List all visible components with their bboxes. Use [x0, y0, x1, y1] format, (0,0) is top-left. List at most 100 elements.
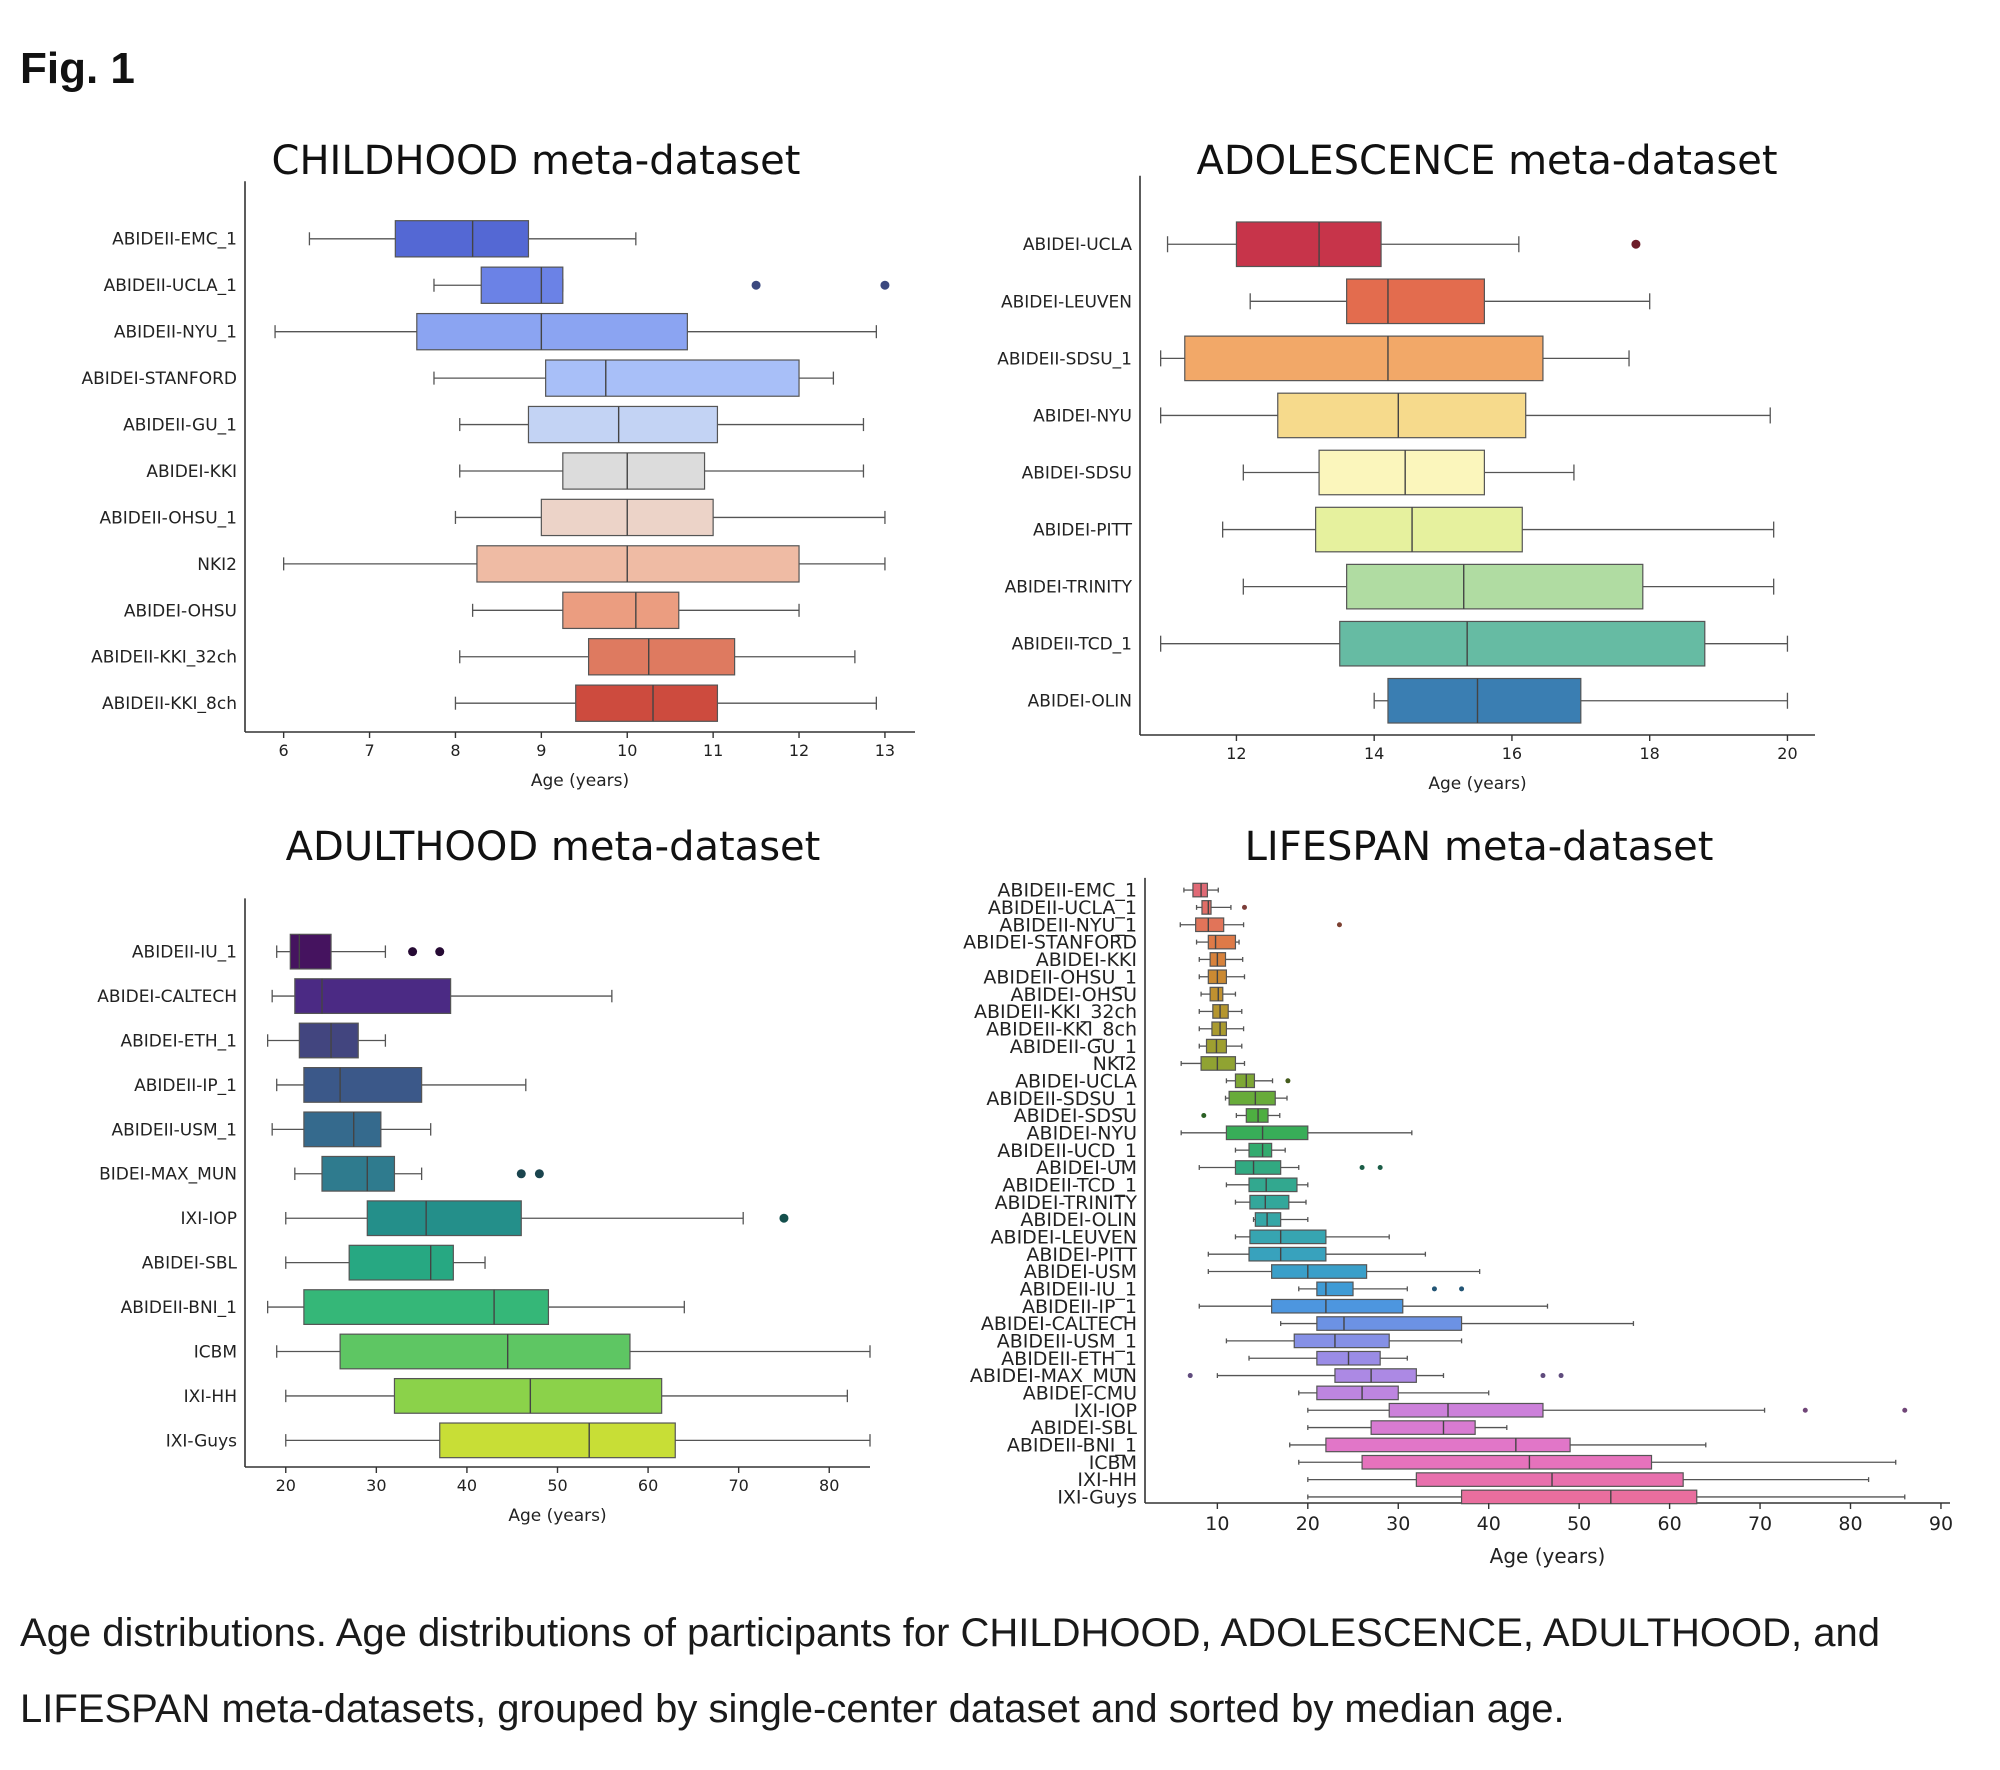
- iqr-box: [303, 1067, 423, 1103]
- box-ABIDEII-USM_1: ABIDEII-USM_1: [111, 1111, 432, 1148]
- category-label: ABIDEI-USM: [1024, 1261, 1137, 1283]
- box-ABIDEII-GU_1: ABIDEII-GU_1: [1010, 1036, 1243, 1058]
- iqr-box: [1387, 677, 1582, 724]
- chart-panel-4: LIFESPAN meta-dataset ABIDEII-EMC_1 ABIDEI…: [963, 824, 1953, 1568]
- box-ABIDEI-UCLA: ABIDEI-UCLA: [1023, 221, 1641, 268]
- category-label: ABIDEII-KKI_8ch: [102, 694, 237, 714]
- iqr-box: [1293, 1333, 1390, 1349]
- category-label: IXI-IOP: [181, 1209, 237, 1229]
- category-label: ABIDEII-NYU_1: [114, 323, 237, 343]
- x-tick-label: 90: [1929, 1513, 1953, 1535]
- iqr-box: [1234, 1160, 1282, 1175]
- box-ABIDEII-KKI_32ch: ABIDEII-KKI_32ch: [974, 1001, 1243, 1023]
- box-ABIDEII-ETH_1: ABIDEII-ETH_1: [1001, 1348, 1408, 1370]
- x-tick-label: 50: [1567, 1513, 1591, 1535]
- x-axis-label: Age (years): [508, 1506, 606, 1526]
- iqr-box: [1316, 1316, 1463, 1331]
- box-ABIDEII-EMC_1: ABIDEII-EMC_1: [997, 880, 1219, 902]
- x-tick-label: 9: [536, 741, 546, 760]
- category-label: ABIDEI-CMU: [1023, 1383, 1137, 1405]
- iqr-box: [393, 1377, 663, 1414]
- box-ABIDEII-UCD_1: ABIDEII-UCD_1: [997, 1140, 1286, 1162]
- category-label: ABIDEII-UCD_1: [997, 1140, 1137, 1162]
- iqr-box: [294, 978, 452, 1015]
- outlier-point: [408, 947, 418, 957]
- iqr-box: [476, 545, 800, 583]
- category-label: NKI2: [197, 555, 237, 575]
- box-ABIDEII-SDSU_1: ABIDEII-SDSU_1: [997, 335, 1630, 382]
- box-ABIDEI-OLIN: ABIDEI-OLIN: [1020, 1209, 1309, 1231]
- box-ABIDEI-TRINITY: ABIDEI-TRINITY: [995, 1192, 1307, 1214]
- box-ABIDEI-NYU: ABIDEI-NYU: [1033, 392, 1771, 439]
- outlier-point: [1431, 1286, 1437, 1292]
- iqr-box: [321, 1155, 396, 1192]
- iqr-box: [1234, 1073, 1256, 1089]
- category-label: ABIDEI-NYU: [1033, 406, 1132, 426]
- box-ABIDEI-USM: ABIDEI-USM: [1024, 1261, 1481, 1283]
- category-label: ABIDEI-SDSU: [1014, 1105, 1137, 1127]
- iqr-box: [1184, 335, 1544, 382]
- category-label: ABIDEI-LEUVEN: [1001, 292, 1132, 312]
- box-BIDEI-MAX_MUN: BIDEI-MAX_MUN: [99, 1155, 544, 1192]
- outlier-point: [1359, 1164, 1365, 1170]
- box-ABIDEII-NYU_1: ABIDEII-NYU_1: [999, 914, 1342, 936]
- chart-title: LIFESPAN meta-dataset: [1245, 824, 1714, 870]
- box-ABIDEI-SBL: ABIDEI-SBL: [1031, 1417, 1508, 1439]
- x-tick-label: 13: [875, 741, 895, 760]
- iqr-box: [1370, 1420, 1476, 1435]
- chart-title: ADOLESCENCE meta-dataset: [1196, 138, 1777, 184]
- iqr-box: [1415, 1472, 1684, 1487]
- x-tick-label: 18: [1640, 744, 1660, 763]
- category-label: ABIDEII-SDSU_1: [986, 1088, 1137, 1110]
- category-label: NKI2: [1093, 1053, 1137, 1075]
- iqr-box: [1248, 1246, 1327, 1262]
- box-ABIDEII-KKI_8ch: ABIDEII-KKI_8ch: [102, 684, 877, 722]
- iqr-box: [562, 591, 680, 630]
- box-ABIDEII-KKI_8ch: ABIDEII-KKI_8ch: [986, 1018, 1245, 1040]
- box-ICBM: ICBM: [194, 1333, 871, 1370]
- category-label: ABIDEII-USM_1: [111, 1120, 237, 1140]
- chart-title: ADULTHOOD meta-dataset: [286, 824, 821, 870]
- box-ABIDEII-BNI_1: ABIDEII-BNI_1: [121, 1289, 685, 1325]
- iqr-box: [1460, 1489, 1698, 1505]
- iqr-box: [1277, 392, 1527, 439]
- box-ABIDEI-OLIN: ABIDEI-OLIN: [1028, 677, 1789, 724]
- box-ABIDEI-SBL: ABIDEI-SBL: [142, 1244, 486, 1281]
- outlier-point: [751, 280, 761, 290]
- category-label: ABIDEII-USM_1: [997, 1331, 1137, 1353]
- iqr-box: [1248, 1177, 1298, 1193]
- box-ABIDEI-NYU: ABIDEI-NYU: [1027, 1122, 1413, 1144]
- iqr-box: [439, 1422, 676, 1459]
- category-label: IXI-HH: [184, 1387, 237, 1407]
- category-label: ABIDEII-OHSU_1: [100, 508, 238, 528]
- iqr-box: [1346, 563, 1644, 610]
- x-tick-label: 70: [1748, 1513, 1772, 1535]
- box-ABIDEI-KKI: ABIDEI-KKI: [146, 452, 865, 490]
- iqr-box: [303, 1289, 550, 1325]
- iqr-box: [1201, 900, 1212, 915]
- iqr-box: [527, 405, 719, 444]
- x-tick-label: 60: [1658, 1513, 1682, 1535]
- box-ABIDEII-KKI_32ch: ABIDEII-KKI_32ch: [91, 638, 856, 676]
- category-label: ABIDEII-TCD_1: [1002, 1174, 1137, 1196]
- iqr-box: [480, 266, 564, 304]
- category-label: ABIDEI-SDSU: [1022, 463, 1132, 483]
- outlier-point: [1241, 904, 1247, 910]
- chart-title: CHILDHOOD meta-dataset: [272, 138, 801, 184]
- box-ABIDEI-PITT: ABIDEI-PITT: [1026, 1244, 1427, 1266]
- iqr-box: [587, 638, 736, 676]
- x-tick-label: 7: [364, 741, 374, 760]
- x-tick-label: 10: [617, 741, 637, 760]
- box-ABIDEII-BNI_1: ABIDEII-BNI_1: [1007, 1435, 1707, 1457]
- iqr-box: [416, 312, 688, 351]
- box-ABIDEII-TCD_1: ABIDEII-TCD_1: [1002, 1174, 1309, 1196]
- outlier-point: [534, 1169, 544, 1179]
- iqr-box: [1388, 1402, 1544, 1418]
- x-axis-label: Age (years): [1428, 774, 1526, 794]
- box-ABIDEII-IU_1: ABIDEII-IU_1: [132, 933, 445, 970]
- category-label: ABIDEII-ETH_1: [1001, 1348, 1137, 1370]
- iqr-box: [1235, 221, 1382, 268]
- iqr-box: [339, 1333, 631, 1370]
- iqr-box: [348, 1244, 454, 1281]
- x-axis-label: Age (years): [1490, 1544, 1606, 1568]
